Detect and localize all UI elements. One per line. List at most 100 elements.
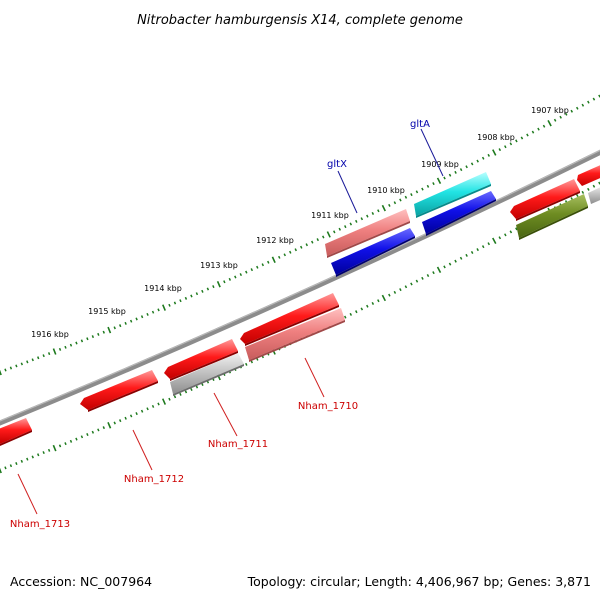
gene-nham-1712-arrow[interactable] (80, 370, 158, 412)
outer-scale-tick (426, 184, 430, 188)
inner-scale-tick (184, 390, 188, 394)
outer-scale-tick (129, 319, 133, 323)
inner-scale-tick (371, 301, 375, 305)
outer-scale-tick (37, 356, 40, 360)
outer-scale-tick (454, 170, 457, 174)
gene-right-red-arrow[interactable] (510, 179, 580, 221)
gene-label-nham-1713[interactable]: Nham_1713 (10, 519, 70, 530)
gene-nham-1710-arrow[interactable] (245, 308, 345, 362)
gene-gltx-arrow[interactable] (331, 228, 415, 277)
outer-scale-tick (410, 193, 413, 197)
genome-backbone (0, 149, 600, 426)
inner-scale-tick (410, 282, 413, 286)
gene-labels: gltA gltX Nham_1710 Nham_1711 Nham_1712 … (10, 119, 430, 530)
outer-scale-tick (399, 198, 402, 202)
outer-scale-tick (113, 326, 116, 330)
scale-label-1916: 1916 kbp (31, 330, 69, 339)
inner-scale-tick (581, 190, 585, 194)
gene-label-nham-1711[interactable]: Nham_1711 (208, 439, 268, 450)
scale-label-1907: 1907 kbp (531, 106, 569, 115)
inner-scale-tick (476, 248, 479, 252)
scale-label-1909: 1909 kbp (421, 160, 459, 169)
inner-scale-tick (20, 459, 24, 463)
inner-scale-tick (432, 271, 435, 275)
gene-callouts (17, 128, 444, 515)
inner-scale-tick (31, 455, 34, 459)
outer-scale-tick (250, 268, 253, 272)
inner-scale-tick (64, 442, 67, 446)
genes-inner (170, 185, 600, 396)
inner-scale-tick (454, 259, 457, 263)
inner-scale-tick (436, 266, 442, 274)
outer-scale-tick (436, 177, 442, 185)
inner-scale-tick (448, 262, 452, 266)
inner-scale-tick (168, 397, 171, 401)
inner-scale-tick (515, 227, 518, 231)
gene-label-nham-1712[interactable]: Nham_1712 (124, 474, 184, 485)
inner-scale-tick (504, 233, 507, 237)
outer-scale-tick (481, 156, 485, 160)
outer-scale-tick (520, 136, 524, 140)
inner-scale-tick (129, 414, 133, 418)
outer-scale-tick (476, 159, 479, 163)
outer-scale-tick (371, 211, 375, 215)
inner-scale-tick (465, 253, 468, 257)
gene-nham-1713-arrow[interactable] (0, 418, 32, 446)
outer-scale-tick (52, 348, 57, 355)
gene-blue-inner-arrow[interactable] (422, 191, 496, 236)
inner-scale-tick (9, 464, 13, 468)
outer-scale-tick (31, 358, 34, 362)
outer-scale-tick (559, 115, 562, 119)
outer-scale-tick (311, 240, 314, 244)
gene-nham-1710a-arrow[interactable] (240, 293, 339, 346)
inner-scale-tick (195, 385, 199, 389)
inner-scale-tick (58, 444, 62, 448)
gene-label-glta[interactable]: gltA (410, 119, 430, 130)
outer-scale-tick (592, 97, 596, 101)
scale-label-1908: 1908 kbp (477, 133, 515, 142)
outer-scale-tick (157, 308, 160, 312)
inner-scale-tick (498, 236, 502, 240)
gene-olive-arrow[interactable] (516, 194, 588, 240)
outer-scale-tick (267, 260, 270, 264)
inner-scale-tick (113, 421, 116, 425)
inner-scale-tick (443, 265, 446, 269)
gene-pink-outer-arrow[interactable] (325, 209, 410, 258)
outer-scale-tick (448, 173, 452, 177)
scale-ticks-outer (0, 94, 600, 376)
inner-scale-tick (366, 304, 369, 308)
outer-scale-tick (146, 312, 149, 316)
inner-scale-tick (0, 467, 2, 474)
inner-scale-tick (179, 392, 182, 396)
outer-scale-tick (228, 277, 232, 281)
outer-scale-tick (487, 153, 490, 157)
gene-edge-red-arrow[interactable] (577, 163, 600, 186)
inner-scale-tick (381, 294, 386, 302)
inner-scale-tick (459, 256, 463, 260)
gene-glta-arrow[interactable] (414, 172, 491, 218)
inner-scale-tick (344, 315, 347, 319)
outer-scale-tick (4, 368, 7, 372)
inner-scale-tick (151, 404, 155, 408)
inner-scale-tick (15, 462, 18, 466)
outer-scale-tick (195, 292, 199, 296)
inner-scale-tick (399, 288, 402, 292)
inner-scale-tick (42, 451, 45, 455)
outer-scale-tick (492, 149, 497, 156)
gene-nham-1711-arrow[interactable] (170, 353, 244, 396)
outer-scale-tick (404, 195, 408, 199)
inner-scale-tick (575, 194, 579, 198)
outer-scale-tick (162, 304, 166, 311)
gene-nham-1711a-arrow[interactable] (164, 339, 238, 381)
gene-edge-grey-arrow[interactable] (588, 185, 600, 204)
outer-scale-tick (504, 145, 507, 149)
scale-labels: 1907 kbp 1908 kbp 1909 kbp 1910 kbp 1911… (31, 106, 569, 339)
gene-label-nham-1710[interactable]: Nham_1710 (298, 401, 358, 412)
inner-scale-tick (587, 187, 590, 191)
outer-scale-tick (515, 139, 518, 143)
inner-scale-tick (470, 250, 474, 254)
outer-scale-tick (271, 256, 276, 264)
outer-scale-tick (124, 321, 127, 325)
inner-scale-tick (102, 426, 105, 430)
gene-label-gltx[interactable]: gltX (327, 159, 347, 170)
